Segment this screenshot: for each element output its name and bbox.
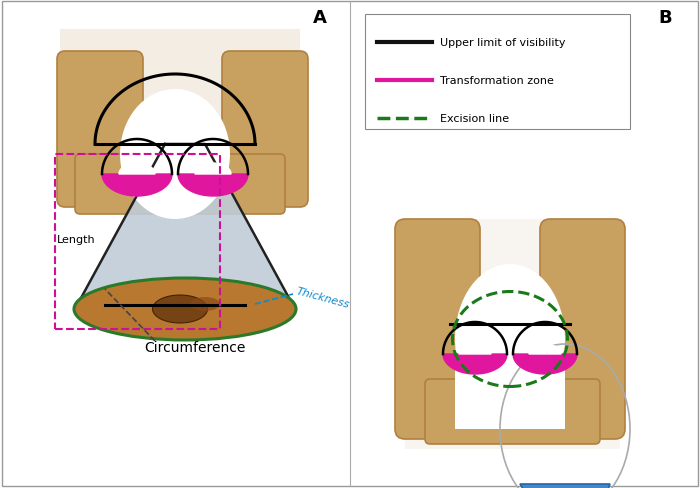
Bar	[455, 349, 565, 429]
Ellipse shape	[190, 297, 220, 311]
Text: Excision line: Excision line	[440, 114, 509, 124]
Polygon shape	[459, 345, 491, 354]
Polygon shape	[520, 484, 610, 488]
Text: Upper limit of visibility: Upper limit of visibility	[440, 38, 566, 48]
Text: B: B	[658, 9, 672, 27]
Text: Thickness: Thickness	[295, 285, 351, 309]
Ellipse shape	[120, 90, 230, 220]
FancyBboxPatch shape	[540, 220, 625, 439]
FancyBboxPatch shape	[222, 52, 308, 207]
Ellipse shape	[74, 279, 296, 340]
FancyBboxPatch shape	[75, 155, 285, 215]
Polygon shape	[75, 145, 295, 309]
FancyBboxPatch shape	[395, 220, 480, 439]
Ellipse shape	[153, 295, 207, 324]
Polygon shape	[513, 354, 577, 374]
FancyBboxPatch shape	[425, 379, 600, 444]
FancyBboxPatch shape	[57, 52, 143, 207]
Bar	[365, 15, 630, 130]
Text: A: A	[313, 9, 327, 27]
Text: Transformation zone: Transformation zone	[440, 76, 554, 86]
Text: Circumference: Circumference	[144, 340, 246, 354]
Text: Length: Length	[57, 235, 96, 244]
Polygon shape	[178, 175, 248, 197]
Polygon shape	[102, 175, 172, 197]
Bar	[405, 220, 620, 449]
Bar	[55, 155, 220, 329]
Polygon shape	[119, 163, 155, 175]
Bar	[60, 30, 300, 204]
Polygon shape	[529, 345, 561, 354]
Ellipse shape	[455, 264, 565, 414]
Polygon shape	[443, 354, 507, 374]
Polygon shape	[195, 163, 231, 175]
